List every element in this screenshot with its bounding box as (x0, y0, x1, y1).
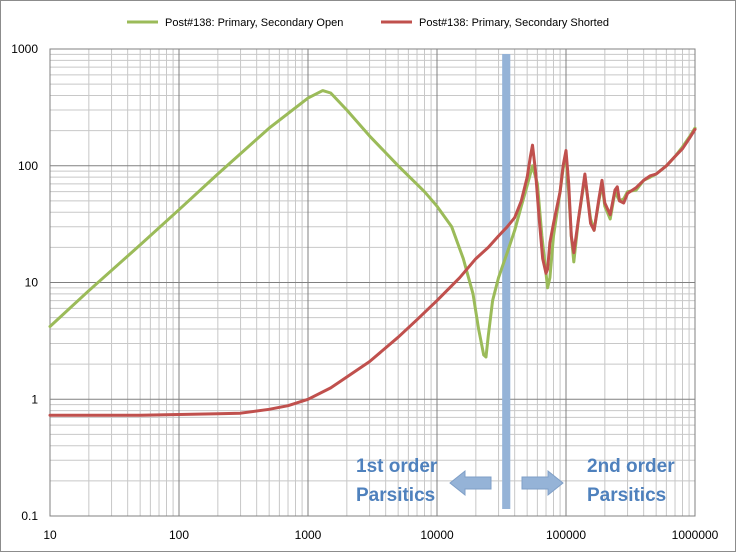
parasitics-separator-band (502, 54, 511, 509)
series-line-1 (48, 127, 697, 417)
y-tick-label: 10 (25, 276, 39, 290)
legend: Post#138: Primary, Secondary Open Post#1… (127, 17, 609, 29)
arrow-right-icon (521, 469, 564, 497)
y-tick-label: 0.1 (21, 509, 38, 523)
annotation-second-order-line2: Parsitics (587, 485, 666, 506)
y-tick-label: 1 (31, 392, 38, 406)
x-tick-label: 1000000 (672, 528, 719, 542)
x-tick-label: 10000 (420, 528, 454, 542)
grid-lines (49, 48, 696, 517)
series-lines (48, 89, 697, 417)
annotations: 1st order Parsitics 2nd order Parsitics (356, 456, 675, 506)
y-tick-label: 1000 (11, 42, 38, 56)
annotation-first-order-line1: 1st order (356, 456, 438, 477)
x-tick-label: 10 (43, 528, 57, 542)
annotation-first-order-line2: Parsitics (356, 485, 435, 506)
annotation-second-order-line1: 2nd order (587, 456, 675, 477)
plot-area (49, 48, 696, 517)
x-tick-label: 100 (169, 528, 189, 542)
x-tick-label: 100000 (546, 528, 586, 542)
tick-labels: 10 100 1000 10000 100000 1000000 0.1 1 10 100 1000 (11, 42, 718, 542)
y-tick-label: 100 (18, 159, 38, 173)
separator-band (502, 54, 511, 509)
arrow-left-icon (449, 469, 492, 497)
legend-label-shorted: Post#138: Primary, Secondary Shorted (419, 17, 609, 29)
legend-label-open: Post#138: Primary, Secondary Open (165, 17, 343, 29)
x-tick-label: 1000 (295, 528, 322, 542)
